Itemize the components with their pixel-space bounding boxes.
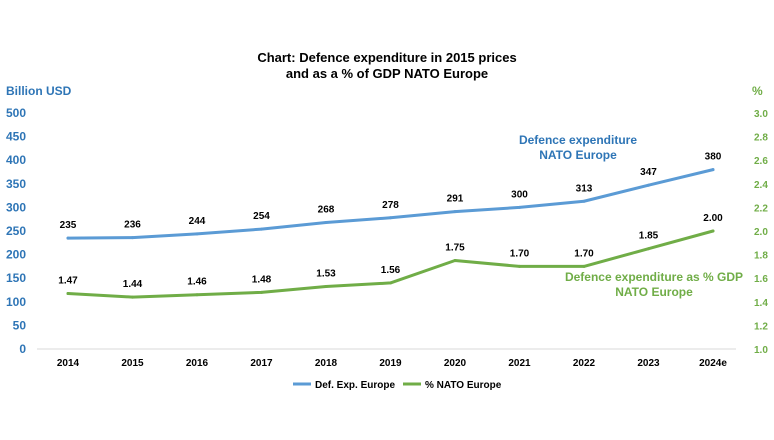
y-right-tick-1.2: 1.2: [754, 321, 768, 332]
annotation-defence-line-2: NATO Europe: [539, 148, 617, 162]
data-label-percent-2022: 1.70: [574, 248, 594, 259]
data-label-percent-2015: 1.44: [123, 279, 143, 290]
x-tick-2024e: 2024e: [699, 358, 727, 369]
x-tick-2019: 2019: [379, 358, 402, 369]
y-right-tick-1.0: 1.0: [754, 345, 768, 356]
legend-label-def-exp: Def. Exp. Europe: [315, 380, 395, 391]
data-label-def-exp-2015: 236: [124, 220, 141, 231]
data-label-percent-2023: 1.85: [639, 231, 659, 242]
x-tick-2014: 2014: [57, 358, 80, 369]
y-left-tick-0: 0: [19, 342, 26, 356]
x-tick-2021: 2021: [508, 358, 531, 369]
point-percent-2014: [66, 292, 70, 296]
y-right-tick-2.8: 2.8: [754, 133, 768, 144]
point-percent-2020: [453, 259, 457, 262]
data-label-percent-2018: 1.53: [316, 268, 336, 279]
y-left-tick-400: 400: [6, 153, 26, 167]
annotation-percent-line-2: NATO Europe: [615, 285, 693, 299]
point-def-exp-2014: [66, 236, 70, 240]
y-axis-right-ticks: 1.0 1.2 1.4 1.6 1.8 2.0 2.2 2.4 2.6 2.8 3.0: [754, 109, 768, 356]
data-labels: 235 236 244 254 268 278 291 300 313 347 380 1.47 1.4…: [58, 152, 723, 290]
data-label-def-exp-2018: 268: [318, 205, 335, 216]
data-label-def-exp-2021: 300: [511, 189, 528, 200]
data-label-percent-2016: 1.46: [187, 277, 207, 288]
legend-label-percent: % NATO Europe: [425, 380, 502, 391]
y-left-tick-350: 350: [6, 177, 26, 191]
y-axis-left-title: Billion USD: [6, 84, 72, 98]
x-tick-2017: 2017: [250, 358, 273, 369]
point-def-exp-2016: [195, 232, 199, 236]
y-right-tick-2.4: 2.4: [754, 180, 768, 191]
y-right-tick-3.0: 3.0: [754, 109, 768, 120]
y-right-tick-1.6: 1.6: [754, 274, 768, 285]
point-def-exp-2022: [582, 199, 586, 203]
point-def-exp-2021: [518, 205, 521, 209]
point-def-exp-2018: [324, 221, 328, 225]
point-def-exp-2020: [453, 210, 457, 214]
x-tick-2015: 2015: [121, 358, 144, 369]
point-def-exp-2015: [131, 236, 134, 240]
data-label-def-exp-2022: 313: [576, 183, 593, 194]
point-percent-2015: [131, 295, 134, 299]
y-left-tick-450: 450: [6, 130, 26, 144]
chart-title-line-2: and as a % of GDP NATO Europe: [286, 66, 488, 81]
data-label-def-exp-2020: 291: [447, 194, 464, 205]
y-right-tick-1.4: 1.4: [754, 298, 768, 309]
x-tick-2020: 2020: [444, 358, 467, 369]
y-left-tick-250: 250: [6, 224, 26, 238]
data-label-def-exp-2014: 235: [60, 220, 77, 231]
data-label-percent-2014: 1.47: [58, 276, 78, 287]
annotation-defence-expenditure: Defence expenditure NATO Europe: [519, 133, 637, 162]
y-left-tick-500: 500: [6, 106, 26, 120]
x-tick-2022: 2022: [573, 358, 596, 369]
y-left-tick-150: 150: [6, 271, 26, 285]
annotation-defence-line-1: Defence expenditure: [519, 133, 637, 147]
y-right-tick-2.6: 2.6: [754, 156, 768, 167]
y-left-tick-50: 50: [13, 318, 27, 332]
x-tick-2016: 2016: [186, 358, 209, 369]
y-right-tick-2.0: 2.0: [754, 227, 768, 238]
y-left-tick-200: 200: [6, 248, 26, 262]
point-def-exp-2023: [647, 183, 650, 187]
data-label-percent-2020: 1.75: [445, 243, 465, 254]
data-label-percent-2019: 1.56: [381, 265, 401, 276]
x-axis-ticks: 2014 2015 2016 2017 2018 2019 2020 2021 2022 2023…: [57, 358, 727, 369]
annotation-percent-gdp: Defence expenditure as % GDP NATO Europe: [565, 270, 743, 299]
x-tick-2023: 2023: [637, 358, 660, 369]
y-left-tick-100: 100: [6, 295, 26, 309]
point-def-exp-2024e: [711, 168, 715, 172]
point-percent-2024e: [711, 229, 715, 233]
data-label-percent-2017: 1.48: [252, 274, 272, 285]
data-label-def-exp-2023: 347: [640, 167, 657, 178]
data-label-def-exp-2024e: 380: [705, 152, 722, 163]
point-percent-2019: [389, 281, 392, 285]
point-def-exp-2017: [260, 227, 263, 231]
point-percent-2017: [260, 290, 263, 294]
data-label-def-exp-2017: 254: [253, 211, 270, 222]
data-label-percent-2024e: 2.00: [703, 213, 723, 224]
series-lines: [66, 168, 715, 299]
data-label-def-exp-2019: 278: [382, 200, 399, 211]
point-percent-2021: [518, 264, 521, 268]
point-percent-2016: [195, 293, 199, 297]
y-axis-right-title: %: [752, 84, 763, 98]
point-def-exp-2019: [389, 216, 392, 220]
x-tick-2018: 2018: [315, 358, 338, 369]
data-label-percent-2021: 1.70: [510, 248, 530, 259]
point-percent-2022: [582, 264, 586, 268]
y-left-tick-300: 300: [6, 200, 26, 214]
chart-title-line-1: Chart: Defence expenditure in 2015 price…: [257, 50, 516, 65]
chart-legend: Def. Exp. Europe % NATO Europe: [293, 380, 502, 391]
data-label-def-exp-2016: 244: [189, 216, 206, 227]
y-axis-left-ticks: 0 50 100 150 200 250 300 350 400 450 500: [6, 106, 26, 356]
annotation-percent-line-1: Defence expenditure as % GDP: [565, 270, 743, 284]
y-right-tick-2.2: 2.2: [754, 203, 768, 214]
point-percent-2018: [324, 284, 328, 288]
y-right-tick-1.8: 1.8: [754, 251, 768, 262]
point-percent-2023: [647, 247, 650, 251]
